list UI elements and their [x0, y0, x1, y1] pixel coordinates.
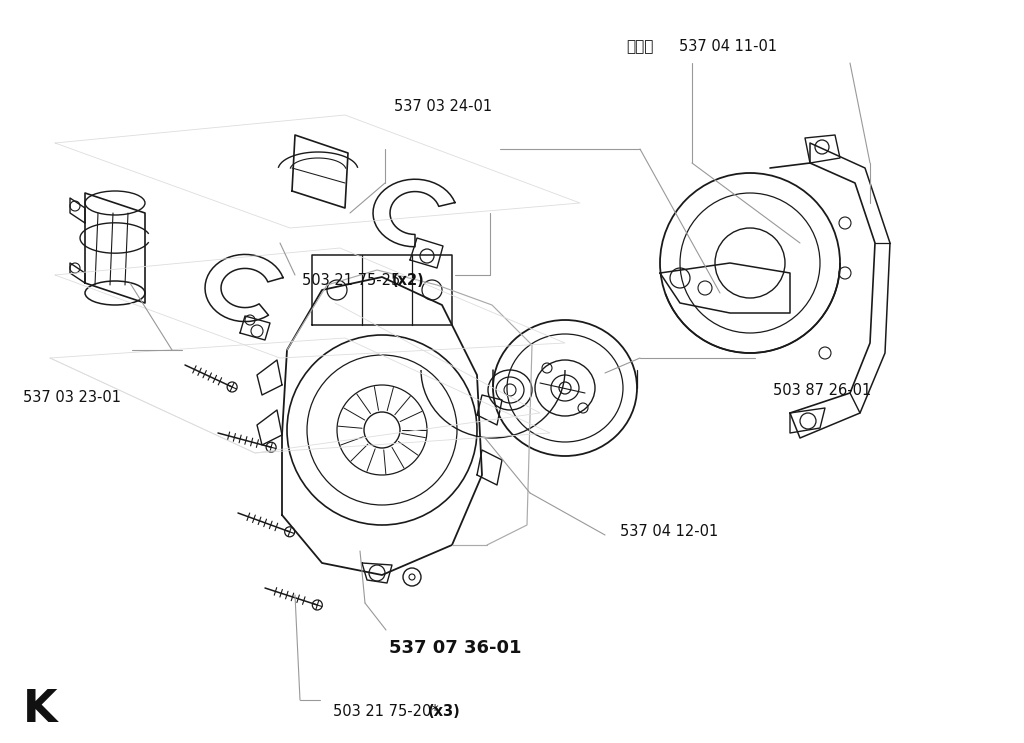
Text: 503 21 75-20*: 503 21 75-20* [333, 704, 443, 718]
Text: 537 07 36-01: 537 07 36-01 [389, 639, 521, 657]
Text: 503 21 75-25: 503 21 75-25 [302, 273, 404, 288]
Text: 537 03 23-01: 537 03 23-01 [23, 390, 121, 405]
Text: (x2): (x2) [392, 273, 425, 288]
Text: 一体型: 一体型 [627, 39, 654, 54]
Text: K: K [23, 688, 57, 731]
Text: 537 04 11-01: 537 04 11-01 [679, 39, 777, 54]
Text: (x3): (x3) [428, 704, 461, 718]
Text: 537 03 24-01: 537 03 24-01 [394, 99, 493, 114]
Text: 537 04 12-01: 537 04 12-01 [620, 524, 718, 539]
Text: 503 87 26-01: 503 87 26-01 [773, 383, 871, 398]
